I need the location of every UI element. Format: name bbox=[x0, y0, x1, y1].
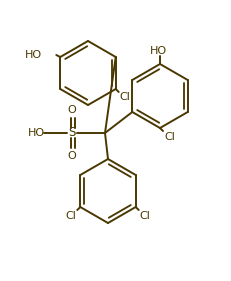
Text: Cl: Cl bbox=[65, 211, 76, 221]
Text: HO: HO bbox=[25, 50, 42, 60]
Text: HO: HO bbox=[28, 128, 45, 138]
Text: O: O bbox=[67, 151, 76, 161]
Text: Cl: Cl bbox=[119, 92, 130, 102]
Text: S: S bbox=[68, 126, 75, 139]
Text: O: O bbox=[67, 105, 76, 115]
Text: Cl: Cl bbox=[139, 211, 150, 221]
Text: HO: HO bbox=[149, 46, 166, 56]
Text: Cl: Cl bbox=[163, 132, 174, 142]
